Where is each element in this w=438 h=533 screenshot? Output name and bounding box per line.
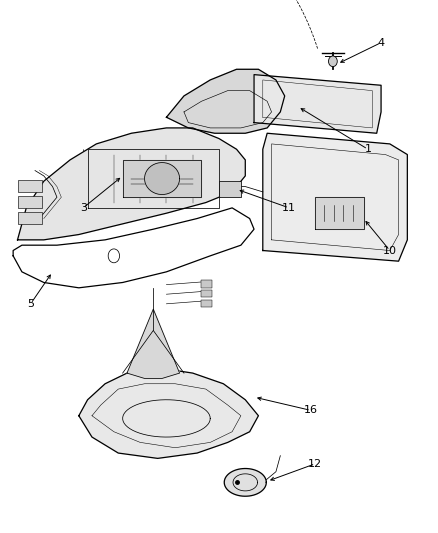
Text: 4: 4 [378, 38, 385, 47]
Polygon shape [123, 160, 201, 197]
Polygon shape [224, 469, 266, 496]
Text: 3: 3 [80, 203, 87, 213]
Text: 11: 11 [282, 203, 296, 213]
Polygon shape [263, 133, 407, 261]
Bar [18, 196, 42, 208]
Text: 5: 5 [27, 299, 34, 309]
Bar [201, 280, 212, 288]
Polygon shape [166, 69, 285, 133]
Text: 12: 12 [308, 459, 322, 469]
Text: 10: 10 [383, 246, 397, 255]
Bar [18, 180, 42, 192]
Bar [18, 212, 42, 224]
Polygon shape [315, 197, 364, 229]
Polygon shape [127, 309, 180, 378]
Polygon shape [18, 128, 245, 240]
Bar [219, 181, 241, 197]
Polygon shape [145, 163, 180, 195]
Bar [201, 300, 212, 307]
Polygon shape [79, 368, 258, 458]
Bar [201, 290, 212, 297]
Circle shape [328, 56, 337, 67]
Polygon shape [254, 75, 381, 133]
Text: 1: 1 [364, 144, 371, 154]
Text: 16: 16 [304, 406, 318, 415]
